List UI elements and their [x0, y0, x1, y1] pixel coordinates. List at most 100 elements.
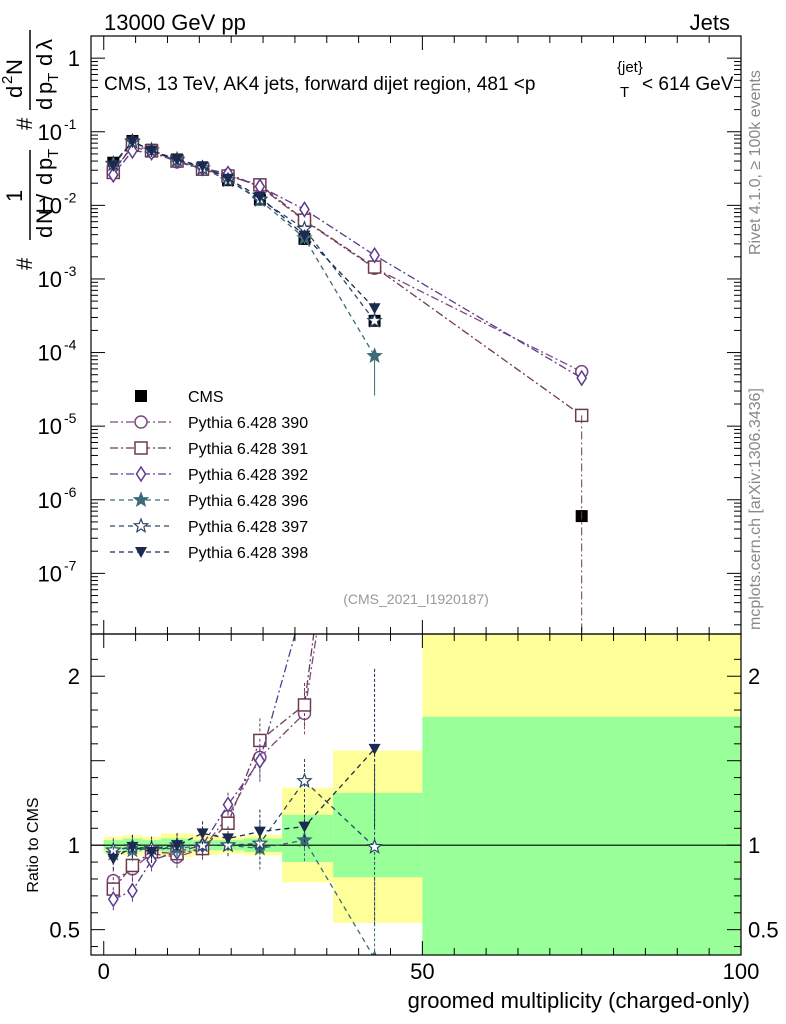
main-line-4: [112, 141, 376, 357]
main-title-sub: T: [620, 84, 629, 101]
ratio-ytick-label-left-1: 1: [68, 833, 80, 858]
ratio-point-1-8: [369, 163, 381, 175]
ratio-point-5-4: [196, 828, 209, 840]
ratio-point-2-7: [300, 593, 309, 607]
ratio-point-3-8: [372, 949, 377, 955]
xtick-label-2: 100: [723, 959, 760, 984]
main-point-6-4: [196, 161, 209, 173]
main-point-3-9: [576, 369, 588, 387]
ratio-point-2-1: [127, 882, 138, 900]
legend-marker-5: [132, 517, 150, 534]
ratio-plot-area: [91, 163, 741, 955]
main-point-5-8: [366, 312, 383, 328]
main-series-group: [104, 132, 589, 634]
ylabel-p2: p: [32, 82, 57, 94]
ratio-point-5-0: [107, 853, 120, 865]
ratio-line-5: [112, 748, 376, 860]
main-point-6-0: [107, 160, 120, 172]
ratio-ylabel: Ratio to CMS: [25, 797, 42, 892]
main-title: CMS, 13 TeV, AK4 jets, forward dijet reg…: [104, 59, 734, 101]
ylabel-d2: d: [32, 173, 57, 185]
ratio-ytick-label-right-2: 2: [748, 664, 760, 689]
main-plot-area: [104, 132, 589, 634]
legend-label-5: Pythia 6.428 397: [188, 519, 308, 536]
main-ytick-exp-7: -7: [64, 557, 77, 573]
main-ytick-exp-5: -5: [64, 410, 77, 426]
legend-marker-0: [135, 390, 147, 402]
ratio-ytick-label-left-0: 0.5: [49, 918, 80, 943]
main-line-1: [112, 146, 582, 373]
ratio-point-1-7: [297, 698, 312, 712]
ratio-point-5-1: [126, 841, 139, 853]
band-green-8: [333, 792, 423, 878]
main-ytick-label-0: 1: [68, 46, 80, 71]
ratio-point-5-5: [222, 833, 235, 845]
ylabel-lambda: λ: [32, 39, 57, 50]
xtick-label-1: 50: [410, 959, 434, 984]
ylabel-n1: N: [32, 208, 57, 224]
ratio-ytick-label-right-0: 0.5: [748, 918, 779, 943]
legend-label-1: Pythia 6.428 390: [188, 415, 308, 432]
legend-marker-4: [132, 491, 150, 508]
legend-marker-1: [134, 415, 148, 429]
ratio-point-5-3: [171, 840, 184, 852]
main-point-3-0: [107, 166, 119, 184]
main-point-6-6: [253, 191, 266, 203]
ratio-line-4: [113, 780, 376, 851]
header-left: 13000 GeV pp: [104, 10, 246, 35]
ratio-point-2-0: [107, 890, 119, 908]
legend-marker-2: [134, 441, 148, 455]
ratio-point-2-6: [254, 752, 266, 770]
ratio-point-2-5: [222, 796, 234, 814]
legend-label-0: CMS: [188, 389, 224, 406]
main-ytick-exp-3: -3: [64, 263, 77, 279]
ylabel-two: 2: [0, 76, 16, 84]
main-point-6-3: [171, 154, 184, 166]
svg-text:/: /: [32, 193, 57, 200]
main-point-3-1: [127, 142, 138, 160]
ratio-line-2: [113, 634, 296, 900]
legend-marker-3: [135, 465, 147, 483]
main-point-3-7: [299, 201, 310, 218]
ylabel-hash-1: #: [12, 257, 37, 270]
legend-label-4: Pythia 6.428 396: [188, 493, 308, 510]
ratio-point-5-6: [253, 826, 266, 838]
main-ytick-label-4: 10: [38, 341, 62, 366]
ratio-point-5-8: [368, 743, 381, 755]
legend: CMS Pythia 6.428 390 Pythia 6.428 391 Pythi…: [110, 389, 308, 562]
ylabel-one: 1: [2, 190, 27, 202]
xtick-label-0: 0: [98, 959, 110, 984]
ylabel-d5: d: [32, 54, 57, 66]
main-point-6-2: [145, 145, 158, 157]
main-point-6-1: [126, 136, 139, 148]
legend-label-3: Pythia 6.428 392: [188, 467, 308, 484]
mcplots-label: mcplots.cern.ch [arXiv:1306.3436]: [747, 388, 764, 630]
main-ytick-exp-2: -2: [64, 189, 77, 205]
ratio-point-5-7: [298, 821, 311, 833]
main-point-6-7: [298, 230, 311, 242]
main-point-6-8: [368, 303, 381, 315]
ratio-series-group: [91, 163, 741, 955]
main-point-6-5: [222, 173, 235, 185]
ylabel-t2: T: [45, 73, 62, 82]
main-ytick-label-3: 10: [38, 267, 62, 292]
main-line-6: [112, 140, 376, 309]
main-ylabel: # 1 d N / d p T # d 2 N d p T d λ: [0, 30, 62, 270]
main-point-3-8: [369, 246, 380, 264]
legend-marker-6: [135, 547, 147, 558]
main-line-2: [112, 144, 583, 416]
main-ytick-label-1: 10: [38, 120, 62, 145]
ratio-ytick-label-left-2: 2: [68, 664, 80, 689]
ratio-ytick-label-right-1: 1: [748, 833, 760, 858]
ratio-point-3-7: [296, 831, 313, 848]
band-green-9: [422, 716, 741, 955]
main-line-5: [112, 140, 376, 322]
header-right: Jets: [690, 10, 730, 35]
ylabel-p1: p: [32, 158, 57, 170]
ylabel-hash-2: #: [12, 117, 37, 130]
legend-label-2: Pythia 6.428 391: [188, 441, 308, 458]
main-line-3: [112, 150, 583, 379]
ylabel-d1: d: [32, 226, 57, 238]
